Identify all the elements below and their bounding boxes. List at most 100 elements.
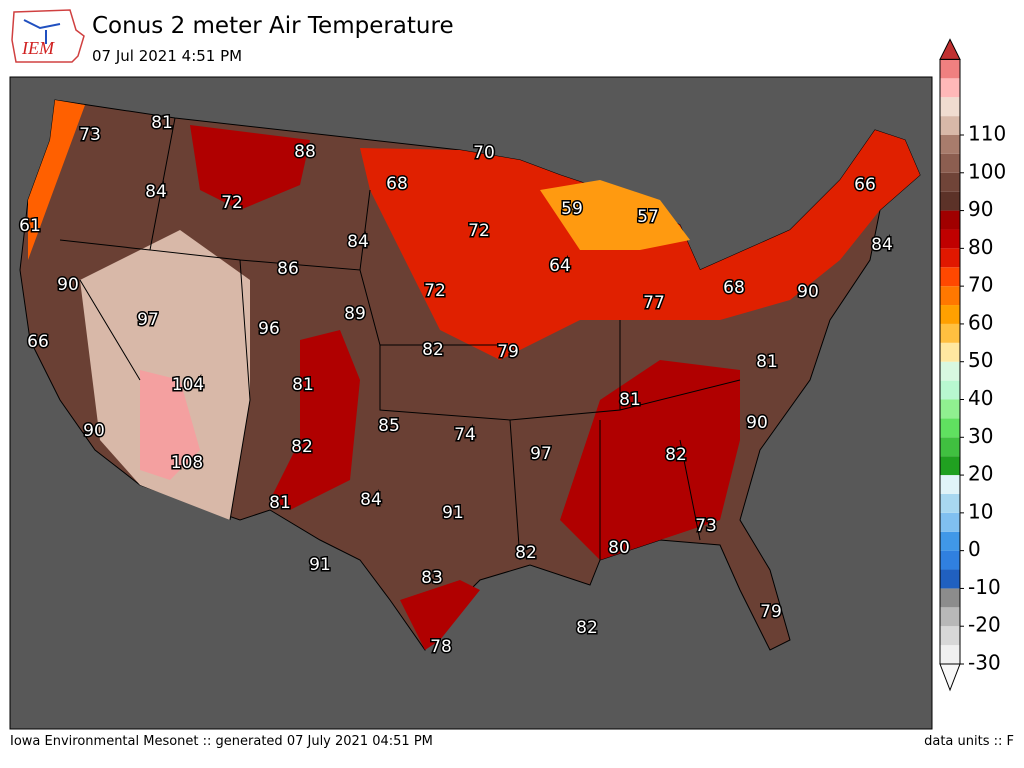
colorbar-bin: [940, 418, 960, 438]
colorbar-tick-label: 40: [968, 386, 993, 410]
title: Conus 2 meter Air Temperature: [92, 13, 454, 39]
colorbar-tick-label: -20: [968, 613, 1001, 637]
warm-texas: [400, 580, 480, 650]
temperature-label: 82: [576, 618, 598, 638]
colorbar-bin: [940, 305, 960, 324]
temperature-label: 84: [871, 235, 893, 255]
temperature-label: 74: [454, 425, 476, 445]
temperature-label: 78: [430, 637, 452, 657]
colorbar-tick-label: 80: [968, 235, 993, 259]
colorbar-extend-low: [939, 663, 961, 692]
hot-southwest: [80, 230, 250, 520]
temperature-label: 97: [530, 444, 552, 464]
temperature-label: 66: [27, 332, 49, 352]
temperature-label: 59: [561, 199, 583, 219]
temperature-label: 83: [421, 568, 443, 588]
colorbar-bin: [940, 210, 960, 230]
temperature-label: 96: [258, 319, 280, 339]
colorbar-tick-label: 100: [968, 159, 1006, 183]
temperature-label: 84: [145, 182, 167, 202]
colorbar-bin: [940, 588, 960, 608]
colorbar-bin: [940, 267, 960, 287]
temperature-label: 90: [746, 413, 768, 433]
colorbar-tick-label: 90: [968, 197, 993, 221]
temperature-label: 68: [723, 278, 745, 298]
temperature-label: 90: [83, 421, 105, 441]
colorbar-bin: [940, 607, 960, 627]
colorbar-bin: [940, 361, 960, 381]
temperature-label: 81: [151, 113, 173, 133]
colorbar-bin: [940, 229, 960, 249]
temperature-label: 73: [79, 125, 101, 145]
temperature-label: 80: [608, 538, 630, 558]
temperature-label: 72: [424, 281, 446, 301]
colorbar-bin: [940, 512, 960, 532]
temperature-label: 85: [378, 416, 400, 436]
colorbar-tick-label: -10: [968, 575, 1001, 599]
temperature-label: 68: [386, 174, 408, 194]
colorbar-bin: [940, 248, 960, 268]
subtitle: 07 Jul 2021 4:51 PM: [92, 47, 242, 65]
temperature-label: 79: [760, 602, 782, 622]
temperature-label: 57: [637, 207, 659, 227]
colorbar-tick-label: -30: [968, 651, 1001, 675]
hottest: [140, 370, 200, 480]
colorbar-bin: [940, 380, 960, 400]
colorbar-bin: [940, 437, 960, 457]
colorbar-bin: [940, 569, 960, 589]
temperature-label: 73: [695, 516, 717, 536]
temperature-label: 84: [347, 232, 369, 252]
map-labels: 73 81 88 84 72 61 86 84 70 68 72 59 57 64 66 84 90 97 96 89…: [18, 112, 895, 659]
warm-montana: [190, 125, 310, 210]
state-lines: [59, 117, 741, 561]
temperature-label: 82: [422, 340, 444, 360]
colorbar-tick-label: 50: [968, 348, 993, 372]
colorbar-bin: [940, 531, 960, 551]
temperature-label: 90: [797, 282, 819, 302]
temperature-label: 66: [854, 175, 876, 195]
temperature-label: 91: [309, 555, 331, 575]
temperature-label: 104: [172, 375, 204, 395]
colorbar-bin: [940, 59, 960, 79]
colorbar-bin: [940, 342, 960, 362]
temperature-label: 82: [291, 437, 313, 457]
temperature-label: 81: [756, 352, 778, 372]
colorbar-bin: [940, 116, 960, 135]
colorbar-bin: [940, 323, 960, 343]
temperature-label: 91: [442, 503, 464, 523]
colorbar-bin: [940, 626, 960, 646]
colorbar-bin: [940, 78, 960, 98]
colorbar-bin: [940, 97, 960, 117]
colorbar-bin: [940, 399, 960, 419]
temperature-label: 86: [277, 259, 299, 279]
temperature-label: 89: [344, 304, 366, 324]
warm-southeast: [560, 360, 740, 560]
temperature-label: 77: [643, 293, 665, 313]
colorbar-bin: [940, 493, 960, 513]
map: [19, 99, 921, 651]
temperature-label: 81: [619, 390, 641, 410]
temperature-label: 88: [294, 142, 316, 162]
cool-lakes: [540, 180, 690, 250]
temperature-label: 82: [515, 543, 537, 563]
temperature-label: 97: [137, 310, 159, 330]
colorbar-bin: [940, 135, 960, 154]
colorbar: -30 -20 -10 0 10 20 30 40 50 60 70 80 90 100 110: [939, 38, 1006, 692]
colorbar-extend-high: [939, 38, 961, 60]
colorbar-bin: [940, 153, 960, 173]
colorbar-tick-label: 30: [968, 424, 993, 448]
colorbar-bin: [940, 191, 960, 211]
colorbar-tick-label: 70: [968, 273, 993, 297]
temperature-label: 82: [665, 445, 687, 465]
temperature-label: 79: [497, 342, 519, 362]
colorbar-tick-label: 0: [968, 537, 981, 561]
colorbar-tick-label: 10: [968, 499, 993, 523]
logo: IEM: [11, 9, 85, 63]
colorbar-tick-label: 20: [968, 462, 993, 486]
colorbar-tick-label: 110: [968, 122, 1006, 146]
colorbar-bin: [940, 475, 960, 494]
footer-left: Iowa Environmental Mesonet :: generated …: [10, 734, 433, 749]
colorbar-bin: [940, 172, 960, 192]
